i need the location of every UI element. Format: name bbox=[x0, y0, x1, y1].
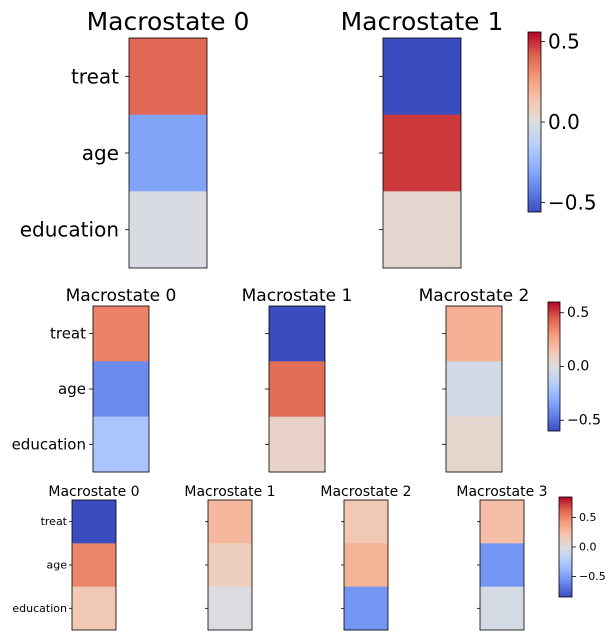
heatmap-cell bbox=[446, 361, 502, 418]
heatmap-cell bbox=[480, 500, 524, 544]
heatmap-group-2: Macrostate 0 Macrostate 1 Macrostate 2 Macr… bbox=[12, 484, 606, 631]
heatmap-cell bbox=[72, 500, 116, 544]
heatmap-cell bbox=[446, 306, 502, 362]
colorbar-tick-label: −0.5 bbox=[548, 190, 597, 214]
row-label: age bbox=[47, 559, 68, 572]
heatmap-cell bbox=[383, 191, 461, 269]
colorbar-tick-label: −0.5 bbox=[579, 570, 606, 583]
heatmap-panel: Macrostate 1 bbox=[184, 484, 276, 631]
heatmap-cell bbox=[269, 361, 325, 418]
row-label: age bbox=[82, 141, 119, 165]
colorbar-tick-label: 0.0 bbox=[548, 110, 580, 134]
colorbar-tick-label: 0.0 bbox=[567, 359, 589, 375]
panel-title: Macrostate 1 bbox=[341, 7, 504, 36]
heatmap-cell bbox=[344, 500, 388, 544]
heatmap-cell bbox=[480, 586, 524, 631]
heatmap-cell bbox=[208, 586, 252, 631]
colorbar-tick-label: 0.5 bbox=[579, 511, 597, 524]
row-label: education bbox=[12, 602, 67, 615]
heatmap-cell bbox=[269, 306, 325, 362]
heatmap-cell bbox=[129, 191, 207, 269]
heatmap-cell bbox=[344, 543, 388, 588]
row-label: treat bbox=[50, 325, 86, 343]
heatmap-panel: Macrostate 2 bbox=[419, 286, 530, 473]
heatmap-cell bbox=[93, 306, 149, 362]
heatmap-cell bbox=[129, 114, 207, 192]
heatmap-cell bbox=[72, 586, 116, 631]
heatmap-cell bbox=[72, 543, 116, 588]
heatmap-panel: Macrostate 0 bbox=[87, 7, 250, 269]
heatmap-cell bbox=[208, 543, 252, 588]
colorbar: 0.5 0.0 −0.5 bbox=[558, 496, 606, 598]
panel-title: Macrostate 3 bbox=[456, 484, 547, 500]
colorbar-tick-label: −0.5 bbox=[567, 412, 601, 428]
panel-title: Macrostate 0 bbox=[66, 286, 177, 306]
colorbar-tick-label: 0.0 bbox=[579, 541, 597, 554]
heatmap-panel: Macrostate 1 bbox=[242, 286, 353, 473]
heatmap-panel: Macrostate 2 bbox=[320, 484, 412, 631]
row-label: treat bbox=[41, 515, 68, 528]
colorbar-tick-label: 0.5 bbox=[548, 30, 580, 54]
row-label: age bbox=[58, 380, 86, 398]
row-label: treat bbox=[71, 64, 119, 88]
heatmap-cell bbox=[93, 416, 149, 473]
heatmap-group-1: Macrostate 0 Macrostate 1 Macrostate 2 trea… bbox=[12, 286, 601, 473]
colorbar-bar bbox=[527, 31, 542, 213]
panel-title: Macrostate 0 bbox=[48, 484, 139, 500]
heatmap-cell bbox=[383, 38, 461, 116]
heatmap-cell bbox=[446, 416, 502, 473]
heatmap-cell bbox=[383, 114, 461, 192]
panel-title: Macrostate 2 bbox=[320, 484, 411, 500]
colorbar: 0.5 0.0 −0.5 bbox=[527, 30, 597, 214]
heatmap-cell bbox=[269, 416, 325, 473]
heatmap-cell bbox=[93, 361, 149, 418]
heatmap-panel: Macrostate 0 bbox=[48, 484, 140, 631]
colorbar: 0.5 0.0 −0.5 bbox=[547, 301, 601, 432]
heatmap-cell bbox=[129, 38, 207, 116]
panel-title: Macrostate 1 bbox=[184, 484, 275, 500]
heatmap-panel: Macrostate 0 bbox=[66, 286, 177, 473]
colorbar-tick-label: 0.5 bbox=[567, 305, 589, 321]
colorbar-bar bbox=[547, 301, 561, 432]
panel-title: Macrostate 1 bbox=[242, 286, 353, 306]
colorbar-bar bbox=[558, 496, 573, 598]
heatmap-panel: Macrostate 3 bbox=[456, 484, 548, 631]
heatmap-cell bbox=[344, 586, 388, 631]
panel-title: Macrostate 0 bbox=[87, 7, 250, 36]
row-label: education bbox=[12, 435, 86, 453]
row-label: education bbox=[20, 218, 119, 242]
heatmap-panel: Macrostate 1 bbox=[341, 7, 504, 269]
heatmap-cell bbox=[480, 543, 524, 588]
panel-title: Macrostate 2 bbox=[419, 286, 530, 306]
heatmap-cell bbox=[208, 500, 252, 544]
heatmap-group-0: Macrostate 0 Macrostate 1 treat age educatio… bbox=[20, 7, 597, 269]
